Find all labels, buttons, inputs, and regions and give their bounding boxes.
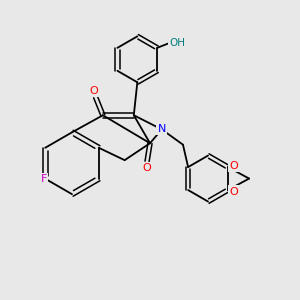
Text: OH: OH: [169, 38, 185, 47]
Text: N: N: [158, 124, 166, 134]
Text: O: O: [230, 160, 238, 171]
Text: O: O: [230, 187, 238, 196]
Text: O: O: [90, 86, 98, 96]
Text: F: F: [40, 174, 47, 184]
Text: O: O: [142, 163, 151, 173]
